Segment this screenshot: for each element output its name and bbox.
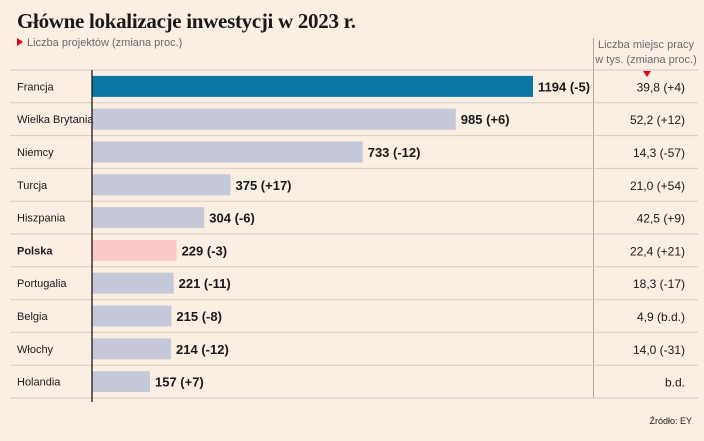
bar-value-label: 157 (+7) [155,375,204,390]
category-label: Włochy [17,344,54,356]
category-label: Turcja [17,180,48,192]
column-divider [593,38,594,398]
jobs-value: 22,4 (+21) [630,244,685,258]
bar-value-label: 221 (-11) [179,276,231,291]
chart-subtitle: Liczba projektów (zmiana proc.) [17,37,182,49]
jobs-value: 52,2 (+12) [630,113,685,127]
category-label: Wielka Brytania [17,114,94,126]
red-triangle-icon [17,38,23,46]
bar-belgia [92,305,172,327]
jobs-value: 21,0 (+54) [630,179,685,193]
category-label: Holandia [17,377,61,389]
bar-wielka-brytania [92,108,456,130]
bar-niemcy [92,141,363,163]
bar-holandia [92,371,150,393]
category-label: Francja [17,81,55,93]
bar-value-label: 375 (+17) [236,178,292,193]
chart-title: Główne lokalizacje inwestycji w 2023 r. [17,9,356,33]
bar-value-label: 304 (-6) [209,211,255,226]
bar-francja [92,75,533,97]
jobs-value: b.d. [665,376,685,390]
jobs-value: 4,9 (b.d.) [637,310,685,324]
bar-value-label: 229 (-3) [182,243,228,258]
category-label: Polska [17,245,53,257]
category-label: Belgia [17,311,48,323]
bar-value-label: 1194 (-5) [538,79,590,94]
category-label: Niemcy [17,147,54,159]
bar-turcja [92,174,231,196]
jobs-value: 39,8 (+4) [637,80,685,94]
bar-value-label: 985 (+6) [461,112,510,127]
bar-portugalia [92,272,174,294]
bar-hiszpania [92,207,205,229]
bar-value-label: 214 (-12) [176,342,229,357]
jobs-value: 14,3 (-57) [633,146,685,160]
bar-polska [92,239,177,261]
bar-value-label: 215 (-8) [176,309,222,324]
jobs-value: 14,0 (-31) [633,343,685,357]
bar-włochy [92,338,172,360]
jobs-column-header-text: Liczba miejsc pracy w tys. (zmiana proc.… [595,39,697,66]
source-note: Źródło: EY [649,416,692,426]
jobs-value: 18,3 (-17) [633,277,685,291]
category-label: Hiszpania [17,213,66,225]
jobs-column-header: Liczba miejsc pracy w tys. (zmiana proc.… [594,38,698,83]
subtitle-text: Liczba projektów (zmiana proc.) [27,37,183,49]
red-down-triangle-icon [643,71,651,77]
category-label: Portugalia [17,278,67,290]
jobs-value: 42,5 (+9) [637,212,685,226]
bar-value-label: 733 (-12) [368,145,421,160]
